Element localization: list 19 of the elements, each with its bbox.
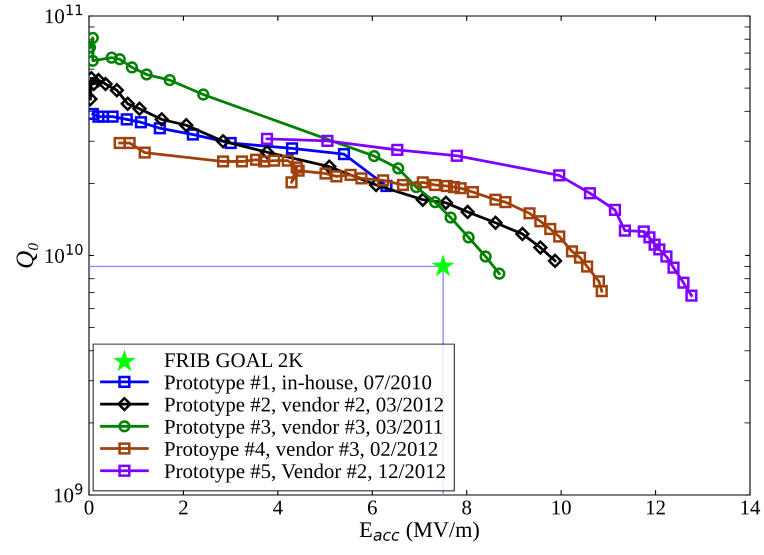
x-tick-label: 4 <box>273 500 283 514</box>
x-tick-label: 12 <box>646 500 665 514</box>
x-tick-label: 0 <box>84 500 94 515</box>
x-tick-label: 14 <box>741 500 760 514</box>
legend-label: Prototype #2, vendor #2, 03/2012 <box>164 396 443 416</box>
y-axis-title: Q₀ <box>16 243 38 268</box>
x-tick-label: 10 <box>552 500 571 515</box>
x-tick-label: 2 <box>179 500 188 514</box>
legend-label: FRIB GOAL 2K <box>164 353 304 368</box>
x-axis-title: E$_{acc}$ (MV/m) <box>360 522 479 542</box>
legend-label: Prototype #1, in-house, 07/2010 <box>164 374 432 394</box>
y-tick-label: 10$^{9}$ <box>54 483 82 502</box>
y-tick-label: 10$^{11}$ <box>46 4 82 24</box>
legend-label: Protoype #4, vendor #3, 02/2012 <box>164 441 438 460</box>
legend-label: Prototype #3, vendor #3, 03/2011 <box>164 419 442 438</box>
x-tick-label: 8 <box>462 500 472 515</box>
y-tick-label: 10$^{10}$ <box>46 244 83 263</box>
x-tick-label: 6 <box>368 500 377 515</box>
legend-label: Prototype #5, Vendor #2, 12/2012 <box>164 464 445 482</box>
